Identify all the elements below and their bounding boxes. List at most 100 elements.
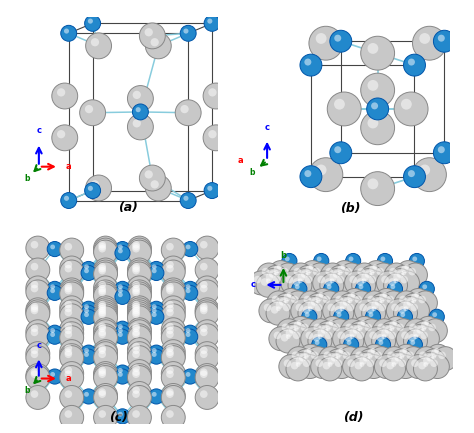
Circle shape [399, 296, 407, 304]
Circle shape [406, 298, 414, 306]
Circle shape [128, 262, 151, 286]
Circle shape [161, 256, 185, 280]
Circle shape [334, 146, 341, 153]
Circle shape [300, 166, 322, 187]
Circle shape [186, 284, 191, 289]
Circle shape [334, 99, 345, 110]
Circle shape [367, 98, 389, 120]
Circle shape [307, 348, 311, 353]
Circle shape [433, 30, 456, 52]
Circle shape [344, 337, 359, 352]
Circle shape [269, 327, 293, 351]
Circle shape [93, 324, 118, 348]
Circle shape [323, 323, 338, 338]
Circle shape [371, 102, 378, 110]
Circle shape [128, 405, 151, 429]
Circle shape [26, 364, 50, 388]
Circle shape [283, 293, 291, 301]
Circle shape [276, 306, 281, 311]
Circle shape [346, 331, 362, 346]
Circle shape [161, 405, 185, 429]
Circle shape [373, 265, 377, 269]
Circle shape [195, 346, 219, 369]
Circle shape [408, 268, 416, 275]
Text: a: a [237, 156, 243, 165]
Circle shape [281, 324, 305, 348]
Circle shape [306, 265, 313, 273]
Circle shape [152, 265, 156, 269]
Circle shape [149, 262, 164, 277]
Circle shape [93, 296, 118, 320]
Circle shape [398, 297, 422, 320]
Circle shape [335, 297, 358, 320]
Circle shape [377, 253, 392, 268]
Circle shape [93, 304, 118, 328]
Circle shape [335, 306, 342, 313]
Circle shape [315, 304, 322, 311]
Circle shape [309, 265, 314, 269]
Circle shape [195, 276, 219, 300]
Circle shape [345, 324, 368, 348]
Circle shape [31, 350, 38, 358]
Circle shape [115, 242, 130, 257]
Circle shape [99, 265, 106, 272]
Circle shape [368, 276, 376, 284]
Text: c: c [251, 281, 256, 289]
Circle shape [183, 196, 189, 201]
Circle shape [93, 405, 118, 429]
Circle shape [128, 324, 151, 348]
Circle shape [309, 319, 333, 343]
Circle shape [118, 368, 123, 373]
Circle shape [64, 309, 72, 316]
Circle shape [368, 312, 374, 317]
Circle shape [99, 245, 106, 252]
Circle shape [298, 273, 305, 281]
Circle shape [204, 183, 220, 199]
Circle shape [261, 278, 269, 286]
Circle shape [340, 263, 364, 287]
Circle shape [166, 323, 174, 330]
Circle shape [283, 331, 298, 346]
Circle shape [345, 295, 360, 310]
Circle shape [346, 340, 351, 345]
Circle shape [386, 299, 410, 323]
Circle shape [64, 243, 72, 251]
Circle shape [384, 326, 392, 333]
Circle shape [118, 324, 123, 329]
Circle shape [200, 241, 208, 249]
Circle shape [60, 304, 83, 328]
Circle shape [433, 347, 457, 371]
Circle shape [400, 354, 404, 359]
Circle shape [81, 301, 96, 317]
Circle shape [84, 265, 89, 269]
Circle shape [99, 307, 106, 314]
Circle shape [296, 362, 301, 367]
Circle shape [293, 321, 301, 329]
Circle shape [207, 19, 212, 24]
Circle shape [293, 278, 301, 286]
Circle shape [316, 33, 327, 44]
Circle shape [128, 346, 151, 369]
Circle shape [347, 293, 355, 301]
Circle shape [308, 329, 332, 353]
Circle shape [393, 273, 401, 281]
Circle shape [93, 302, 118, 326]
Circle shape [286, 276, 293, 284]
Circle shape [326, 321, 333, 329]
Circle shape [99, 310, 106, 318]
Circle shape [411, 293, 419, 301]
Circle shape [99, 305, 106, 312]
Circle shape [401, 271, 406, 275]
Circle shape [277, 265, 282, 269]
Circle shape [376, 295, 392, 310]
Circle shape [132, 243, 140, 251]
Circle shape [396, 270, 404, 278]
Circle shape [182, 329, 198, 344]
Circle shape [304, 345, 319, 360]
Circle shape [414, 292, 419, 297]
Circle shape [182, 369, 198, 384]
Circle shape [99, 267, 106, 275]
Circle shape [327, 284, 331, 289]
Circle shape [291, 362, 299, 369]
Circle shape [379, 359, 387, 367]
